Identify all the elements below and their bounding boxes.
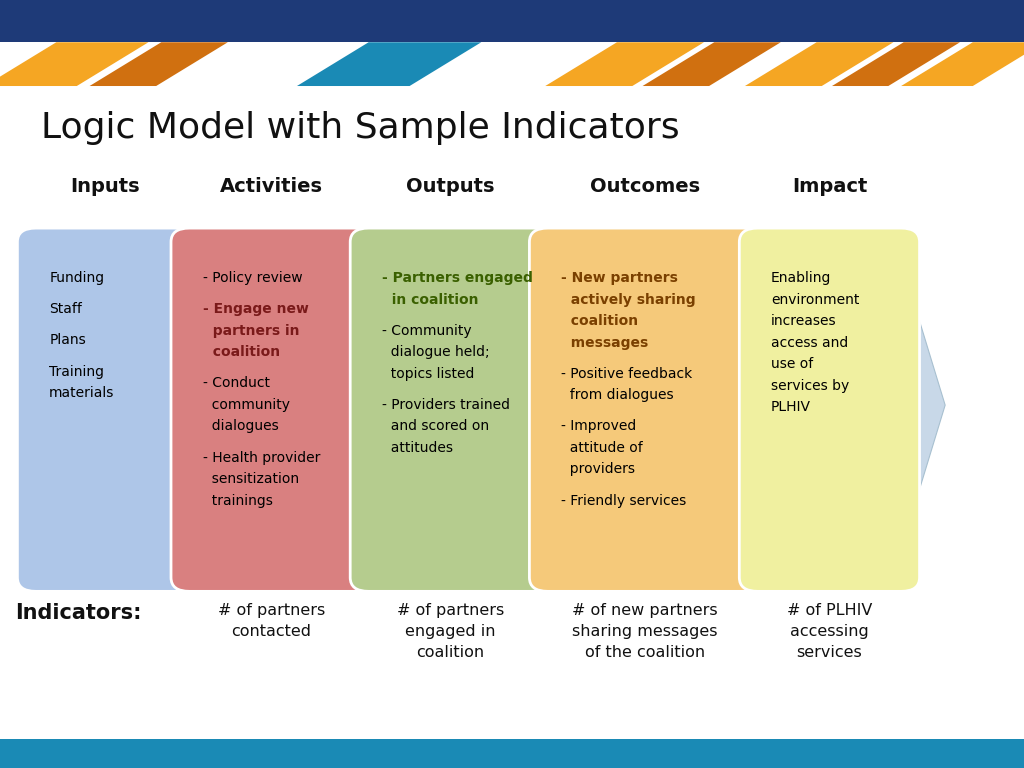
Text: in coalition: in coalition xyxy=(382,293,478,306)
Polygon shape xyxy=(745,42,893,86)
Text: Indicators:: Indicators: xyxy=(15,603,142,623)
Text: - Positive feedback: - Positive feedback xyxy=(561,367,692,381)
Text: PLHIV: PLHIV xyxy=(771,400,811,414)
Text: # of PLHIV
accessing
services: # of PLHIV accessing services xyxy=(786,603,872,660)
Polygon shape xyxy=(831,42,961,86)
Text: partners in: partners in xyxy=(203,324,299,338)
Text: - New partners: - New partners xyxy=(561,271,678,285)
Text: Outcomes: Outcomes xyxy=(590,177,700,196)
FancyBboxPatch shape xyxy=(171,228,372,591)
Polygon shape xyxy=(901,42,1024,86)
Text: - Improved: - Improved xyxy=(561,419,636,433)
Text: attitudes: attitudes xyxy=(382,441,453,455)
Text: Training: Training xyxy=(49,365,104,379)
Text: # of partners
engaged in
coalition: # of partners engaged in coalition xyxy=(397,603,504,660)
Text: Funding: Funding xyxy=(49,271,104,285)
Text: community: community xyxy=(203,398,290,412)
Polygon shape xyxy=(182,230,945,580)
Polygon shape xyxy=(0,42,148,86)
Text: Plans: Plans xyxy=(49,333,86,347)
Text: Outputs: Outputs xyxy=(407,177,495,196)
Text: coalition: coalition xyxy=(203,346,280,359)
Text: materials: materials xyxy=(49,386,115,400)
Text: and scored on: and scored on xyxy=(382,419,489,433)
Text: coalition: coalition xyxy=(561,314,638,328)
Text: - Conduct: - Conduct xyxy=(203,376,269,390)
Text: sensitization: sensitization xyxy=(203,472,299,486)
Bar xyxy=(0,0,1024,42)
Text: - Engage new: - Engage new xyxy=(203,303,308,316)
Text: services by: services by xyxy=(771,379,849,392)
Text: Activities: Activities xyxy=(220,177,323,196)
Text: dialogues: dialogues xyxy=(203,419,279,433)
Text: use of: use of xyxy=(771,357,813,371)
Text: access and: access and xyxy=(771,336,848,349)
Text: Logic Model with Sample Indicators: Logic Model with Sample Indicators xyxy=(41,111,680,145)
FancyBboxPatch shape xyxy=(17,228,193,591)
Text: topics listed: topics listed xyxy=(382,367,474,381)
Text: # of new partners
sharing messages
of the coalition: # of new partners sharing messages of th… xyxy=(572,603,718,660)
Text: - Policy review: - Policy review xyxy=(203,271,302,285)
Text: - Partners engaged: - Partners engaged xyxy=(382,271,532,285)
Text: providers: providers xyxy=(561,462,635,476)
Polygon shape xyxy=(90,42,227,86)
Text: from dialogues: from dialogues xyxy=(561,389,674,402)
Text: environment: environment xyxy=(771,293,859,306)
Text: # of partners
contacted: # of partners contacted xyxy=(218,603,325,639)
Text: Enabling: Enabling xyxy=(771,271,831,285)
Text: Impact: Impact xyxy=(792,177,867,196)
Polygon shape xyxy=(643,42,780,86)
Text: Staff: Staff xyxy=(49,303,82,316)
Bar xyxy=(0,739,1024,768)
Text: - Community: - Community xyxy=(382,324,472,338)
Text: Inputs: Inputs xyxy=(71,177,139,196)
Text: dialogue held;: dialogue held; xyxy=(382,346,489,359)
Text: - Health provider: - Health provider xyxy=(203,451,321,465)
Text: - Providers trained: - Providers trained xyxy=(382,398,510,412)
Polygon shape xyxy=(297,42,481,86)
FancyBboxPatch shape xyxy=(529,228,761,591)
Text: actively sharing: actively sharing xyxy=(561,293,695,306)
Text: increases: increases xyxy=(771,314,837,328)
FancyBboxPatch shape xyxy=(350,228,551,591)
Polygon shape xyxy=(545,42,705,86)
FancyBboxPatch shape xyxy=(739,228,920,591)
Text: - Friendly services: - Friendly services xyxy=(561,494,686,508)
Text: attitude of: attitude of xyxy=(561,441,643,455)
Text: trainings: trainings xyxy=(203,494,272,508)
Text: messages: messages xyxy=(561,336,648,349)
